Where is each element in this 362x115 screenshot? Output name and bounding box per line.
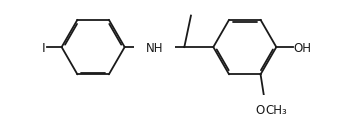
Text: CH₃: CH₃: [266, 103, 287, 115]
Text: O: O: [256, 103, 265, 115]
Text: I: I: [42, 41, 45, 54]
Text: OH: OH: [294, 41, 312, 54]
Text: NH: NH: [146, 42, 163, 55]
